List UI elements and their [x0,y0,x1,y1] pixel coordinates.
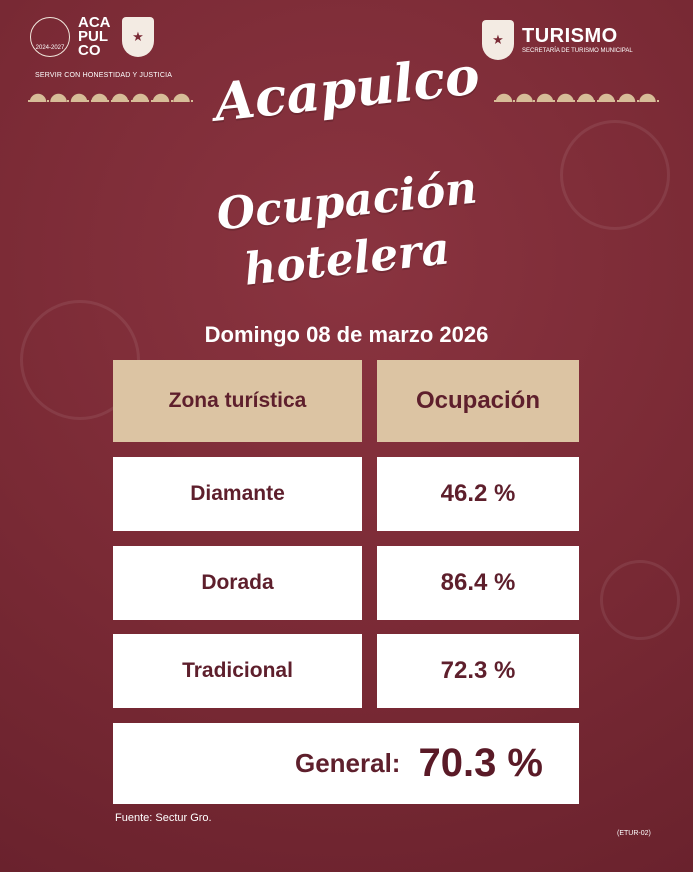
wave-divider [494,86,659,102]
header-occupancy: Ocupación [377,360,579,442]
general-row: General: 70.3 % [113,723,579,804]
occupancy-cell: 46.2 % [377,457,579,531]
general-value: 70.3 % [418,741,543,785]
shield-icon: ★ [122,17,154,57]
turismo-title: TURISMO [522,25,618,47]
document-code: (ETUR-02) [617,830,651,837]
wave-divider [28,86,193,102]
zone-cell: Dorada [113,546,362,620]
seal-icon: 2024-2027 [30,17,70,57]
decorative-flower [600,560,680,640]
header-zone: Zona turística [113,360,362,442]
zone-cell: Tradicional [113,634,362,708]
decorative-flower [560,120,670,230]
source-note: Fuente: Sectur Gro. [115,812,212,824]
turismo-logo: ★ TURISMO SECRETARÍA DE TURISMO MUNICIPA… [482,20,633,60]
motto: SERVIR CON HONESTIDAD Y JUSTICIA [35,72,173,79]
municipal-logos: 2024-2027 ACAPULCO ★ [30,14,154,59]
acapulco-logo: ACAPULCO [78,14,111,59]
zone-cell: Diamante [113,457,362,531]
general-label: General: [294,748,401,778]
occupancy-cell: 72.3 % [377,634,579,708]
seal-years: 2024-2027 [35,45,65,51]
report-date: Domingo 08 de marzo 2026 [204,322,489,347]
occupancy-cell: 86.4 % [377,546,579,620]
shield-icon: ★ [482,20,514,60]
turismo-subtitle: SECRETARÍA DE TURISMO MUNICIPAL [522,48,633,54]
